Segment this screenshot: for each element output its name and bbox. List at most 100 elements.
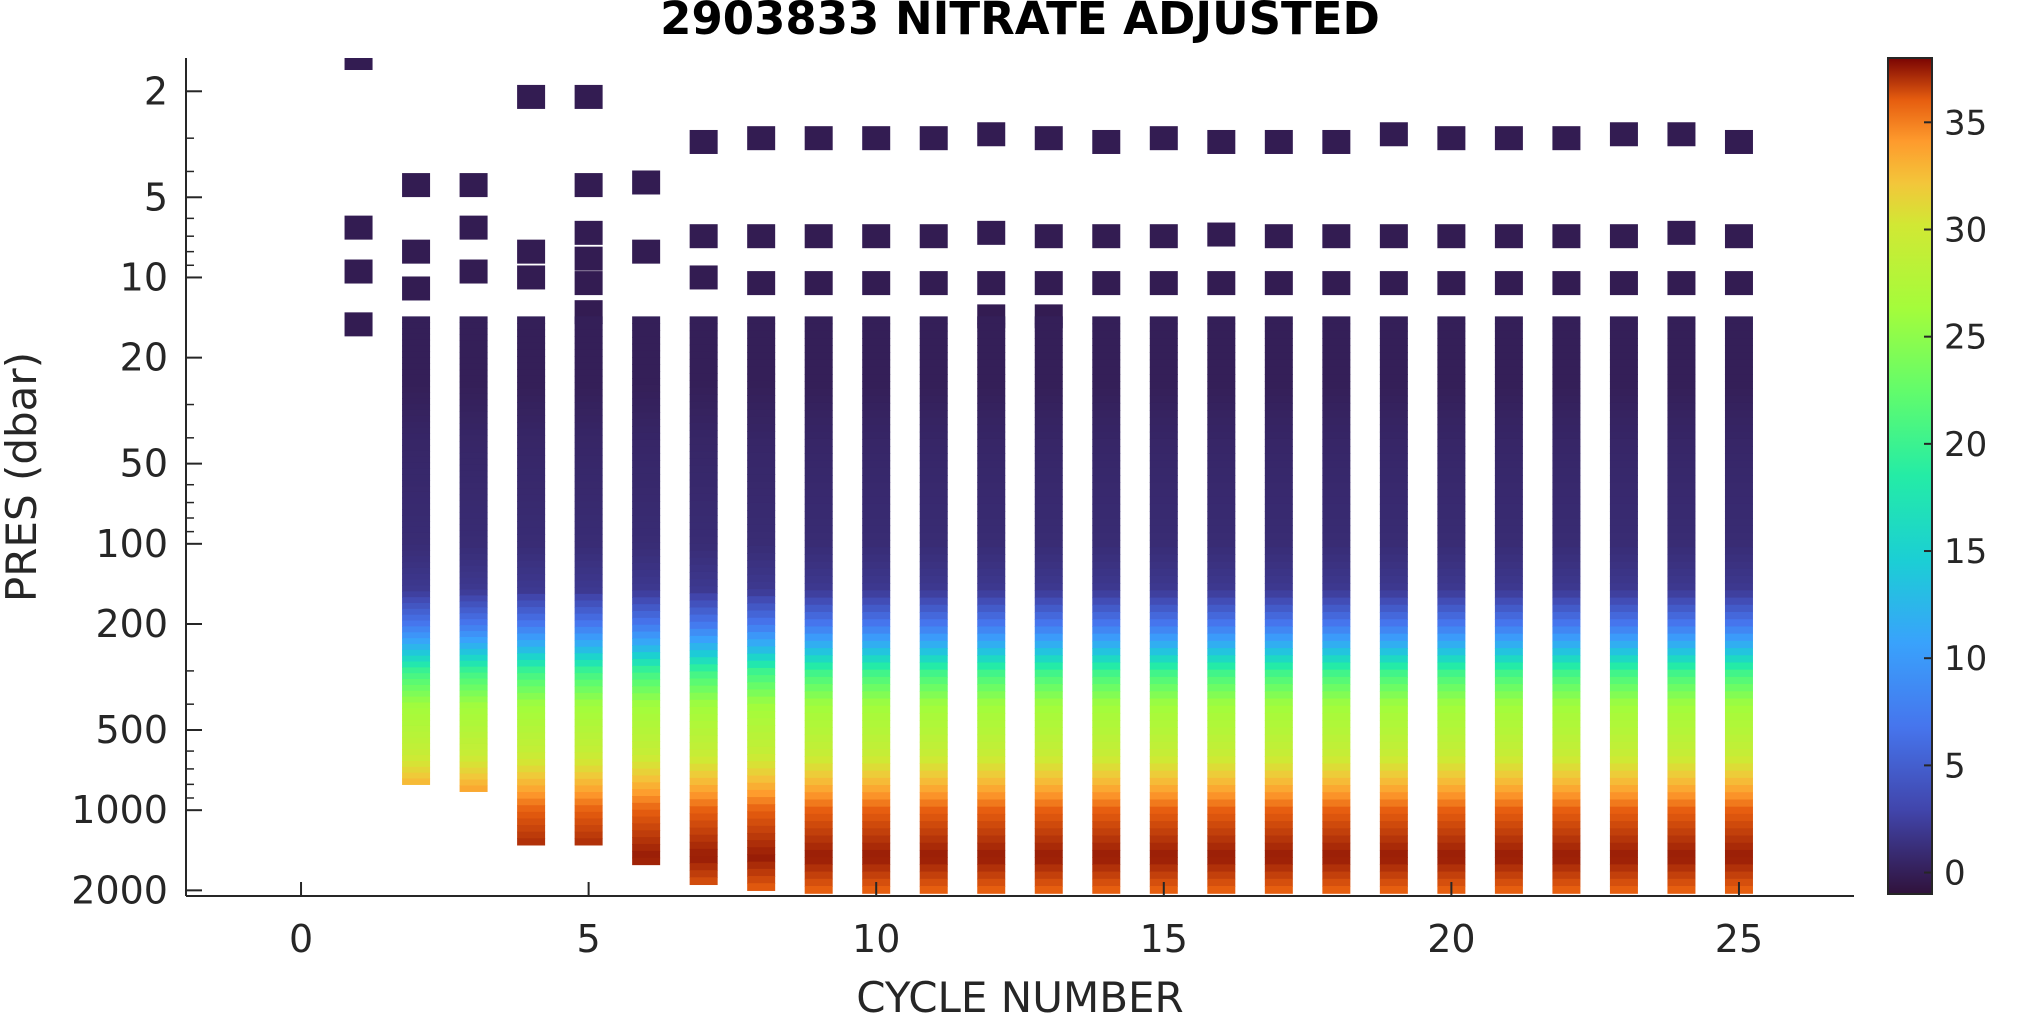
discrete-sample-cell: [1667, 220, 1696, 245]
profile-segment-cell: [1207, 734, 1236, 743]
profile-segment-cell: [919, 864, 948, 873]
profile-segment-cell: [1724, 712, 1753, 721]
profile-segment-cell: [1437, 575, 1466, 584]
profile-segment-cell: [1494, 561, 1523, 570]
profile-segment-cell: [747, 567, 776, 576]
profile-segment-cell: [1207, 619, 1236, 628]
discrete-sample-cell: [747, 271, 776, 296]
profile-segment-cell: [1552, 705, 1581, 714]
profile-segment-cell: [1552, 453, 1581, 462]
profile-segment-cell: [1207, 720, 1236, 728]
profile-segment-cell: [1609, 460, 1638, 469]
colorbar-tick-label: 0: [1944, 854, 1966, 894]
profile-segment-cell: [1609, 424, 1638, 433]
profile-segment-cell: [402, 369, 431, 376]
profile-segment-cell: [574, 375, 603, 384]
profile-segment-cell: [1724, 864, 1753, 873]
discrete-sample-cell: [517, 265, 546, 290]
profile-segment-cell: [1437, 698, 1466, 707]
profile-segment-cell: [689, 564, 718, 573]
profile-segment-cell: [1667, 330, 1696, 339]
profile-segment-cell: [1552, 785, 1581, 793]
profile-segment-cell: [517, 408, 546, 417]
profile-segment-cell: [517, 745, 546, 754]
profile-segment-cell: [1437, 734, 1466, 743]
profile-segment-cell: [747, 832, 776, 841]
profile-segment-cell: [574, 362, 603, 370]
profile-segment-cell: [459, 399, 488, 407]
profile-segment-cell: [1207, 345, 1236, 354]
profile-segment-cell: [1092, 612, 1121, 620]
profile-segment-cell: [1322, 612, 1351, 620]
profile-segment-cell: [689, 415, 718, 424]
profile-segment-cell: [1322, 453, 1351, 462]
profile-segment-cell: [1149, 720, 1178, 728]
profile-segment-cell: [1322, 698, 1351, 707]
profile-segment-cell: [517, 811, 546, 820]
profile-segment-cell: [1092, 410, 1121, 418]
profile-segment-cell: [747, 775, 776, 784]
profile-segment-cell: [1034, 561, 1063, 570]
profile-segment-cell: [1092, 424, 1121, 433]
profile-segment-cell: [1609, 698, 1638, 707]
profile-segment-cell: [1609, 366, 1638, 375]
profile-segment-cell: [1149, 871, 1178, 880]
profile-segment-cell: [574, 389, 603, 397]
profile-segment-cell: [1379, 388, 1408, 397]
profile-segment-cell: [459, 547, 488, 555]
profile-segment-cell: [1437, 316, 1466, 325]
profile-segment-cell: [1322, 539, 1351, 548]
profile-segment-cell: [862, 410, 891, 418]
profile-segment-cell: [1034, 424, 1063, 433]
profile-segment-cell: [747, 667, 776, 676]
profile-segment-cell: [1322, 676, 1351, 685]
profile-segment-cell: [919, 532, 948, 541]
profile-segment-cell: [459, 429, 488, 436]
profile-segment-cell: [689, 692, 718, 701]
profile-segment-cell: [402, 345, 431, 353]
profile-segment-cell: [747, 495, 776, 504]
profile-segment-cell: [1494, 741, 1523, 750]
profile-segment-cell: [919, 561, 948, 570]
profile-segment-cell: [804, 460, 833, 469]
profile-segment-cell: [747, 388, 776, 396]
profile-segment-cell: [919, 345, 948, 354]
profile-segment-cell: [1149, 518, 1178, 527]
profile-segment-cell: [1322, 489, 1351, 498]
profile-segment-cell: [804, 467, 833, 476]
profile-segment-cell: [919, 612, 948, 620]
profile-segment-cell: [1379, 835, 1408, 844]
profile-segment-cell: [574, 778, 603, 787]
profile-segment-cell: [1034, 698, 1063, 707]
profile-segment-cell: [804, 756, 833, 765]
profile-segment-cell: [919, 359, 948, 368]
profile-segment-cell: [1207, 381, 1236, 390]
profile-segment-cell: [862, 381, 891, 390]
profile-segment-cell: [1034, 835, 1063, 844]
profile-segment-cell: [459, 565, 488, 573]
profile-segment-cell: [862, 518, 891, 527]
profile-segment-cell: [1264, 676, 1293, 685]
profile-segment-cell: [1379, 813, 1408, 822]
profile-segment-cell: [1437, 496, 1466, 505]
profile-segment-cell: [919, 446, 948, 454]
profile-segment-cell: [1379, 612, 1408, 620]
profile-segment-cell: [1149, 561, 1178, 570]
profile-segment-cell: [1724, 352, 1753, 361]
profile-segment-cell: [1092, 835, 1121, 844]
profile-segment-cell: [804, 482, 833, 491]
profile-segment-cell: [459, 690, 488, 697]
profile-segment-cell: [1034, 359, 1063, 368]
profile-segment-cell: [459, 702, 488, 709]
profile-segment-cell: [1609, 763, 1638, 772]
profile-segment-cell: [632, 761, 661, 770]
profile-segment-cell: [632, 508, 661, 516]
profile-segment-cell: [919, 684, 948, 692]
profile-segment-cell: [1207, 871, 1236, 880]
profile-segment-cell: [862, 734, 891, 743]
profile-segment-cell: [1207, 828, 1236, 837]
profile-segment-cell: [1437, 359, 1466, 368]
profile-segment-cell: [1494, 727, 1523, 736]
profile-segment-cell: [1034, 489, 1063, 498]
profile-segment-cell: [1552, 366, 1581, 375]
